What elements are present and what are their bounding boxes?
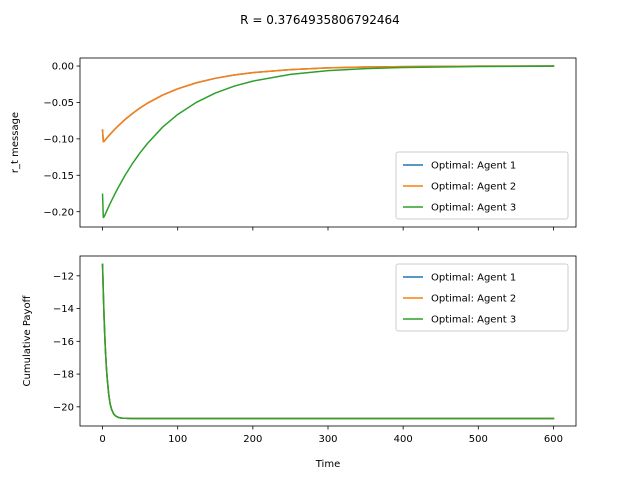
legend-box	[395, 263, 569, 332]
x-tick-label: 100	[168, 434, 187, 445]
x-tick-label: 300	[318, 434, 337, 445]
legend-entry-label: Optimal: Agent 1	[431, 161, 516, 172]
legend-entry-label: Optimal: Agent 2	[431, 294, 516, 305]
x-tick-label: 200	[243, 434, 262, 445]
x-tick-label: 0	[99, 434, 105, 445]
series-line-2	[101, 65, 555, 143]
y-tick-label: −0.10	[43, 134, 74, 145]
legend-entry-label: Optimal: Agent 3	[431, 203, 516, 214]
y-axis-label: r_t message	[10, 112, 21, 173]
y-tick-label: −14	[53, 304, 74, 315]
series-line-3	[101, 65, 555, 219]
legend-entry-label: Optimal: Agent 2	[431, 182, 516, 193]
x-tick-label: 500	[469, 434, 488, 445]
y-axis-label: Cumulative Payoff	[22, 294, 33, 386]
x-tick-label: 400	[394, 434, 413, 445]
bottom-panel: 0 100 200 300 400 500 600 −12 −14 −16 −18 −20 Cumula…	[22, 255, 577, 470]
y-tick-label: −0.05	[43, 98, 74, 109]
legend: Optimal: Agent 1 Optimal: Agent 2 Optimal:…	[395, 263, 569, 332]
legend-entry-label: Optimal: Agent 3	[431, 315, 516, 326]
series-line-3	[101, 263, 555, 420]
top-panel: 0.00 −0.05 −0.10 −0.15 −0.20 r_t message Optim…	[10, 57, 577, 231]
y-tick-label: −16	[53, 337, 74, 348]
y-tick-label: −0.20	[43, 207, 74, 218]
x-axis-label: Time	[315, 459, 340, 470]
y-tick-label: −12	[53, 271, 74, 282]
legend-box	[395, 151, 569, 220]
y-tick-label: −0.15	[43, 171, 74, 182]
legend-entry-label: Optimal: Agent 1	[431, 273, 516, 284]
legend: Optimal: Agent 1 Optimal: Agent 2 Optimal:…	[395, 151, 569, 220]
x-tick-label: 600	[544, 434, 563, 445]
y-tick-label: −18	[53, 370, 74, 381]
figure-suptitle: R = 0.3764935806792464	[240, 13, 400, 27]
y-tick-label: −20	[53, 402, 74, 413]
y-tick-label: 0.00	[52, 62, 74, 73]
